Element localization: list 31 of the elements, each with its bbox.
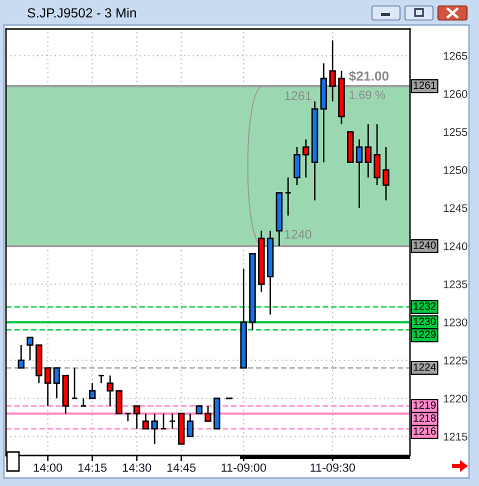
y-tick-label: 1240	[444, 242, 468, 250]
y-tick-label: 1225	[444, 356, 468, 364]
ref-line-label: 1240	[414, 241, 436, 249]
x-tick-label: 11-09:00	[222, 463, 266, 472]
annotation: 1240	[284, 230, 312, 239]
x-tick-label: 11-09:30	[310, 463, 355, 472]
annotation: $21.00	[348, 70, 389, 82]
ref-line-label: 1218	[414, 414, 436, 422]
ref-line-label: 1229	[414, 330, 436, 338]
ref-line-label: 1216	[414, 427, 436, 435]
y-tick-label: 1220	[444, 394, 468, 403]
ref-line-label: 1224	[414, 363, 436, 371]
y-tick-label: 1230	[444, 318, 468, 326]
y-tick-label: 1235	[444, 280, 468, 288]
y-tick-label: 1250	[444, 166, 468, 174]
y-tick-label: 1245	[444, 204, 468, 212]
x-tick-label: 14:30	[122, 463, 152, 472]
y-tick-label: 1265	[444, 52, 468, 60]
x-tick-label: 14:00	[34, 463, 62, 472]
ref-line-label: 1219	[414, 401, 436, 409]
y-tick-label: 1255	[444, 128, 468, 136]
ref-line-label: 1230	[414, 318, 436, 326]
chart-title: S.JP.J9502 - 3 Min	[28, 8, 136, 18]
annotation: 1261	[284, 91, 312, 100]
ref-line-label: 1232	[414, 302, 436, 310]
ref-line-label: 1261	[414, 82, 436, 89]
y-tick-label: 1215	[444, 432, 468, 441]
x-tick-label: 14:45	[167, 464, 196, 472]
y-tick-label: 1260	[444, 90, 468, 98]
annotation: 1.69 %	[350, 90, 386, 99]
x-tick-label: 14:15	[78, 464, 107, 472]
